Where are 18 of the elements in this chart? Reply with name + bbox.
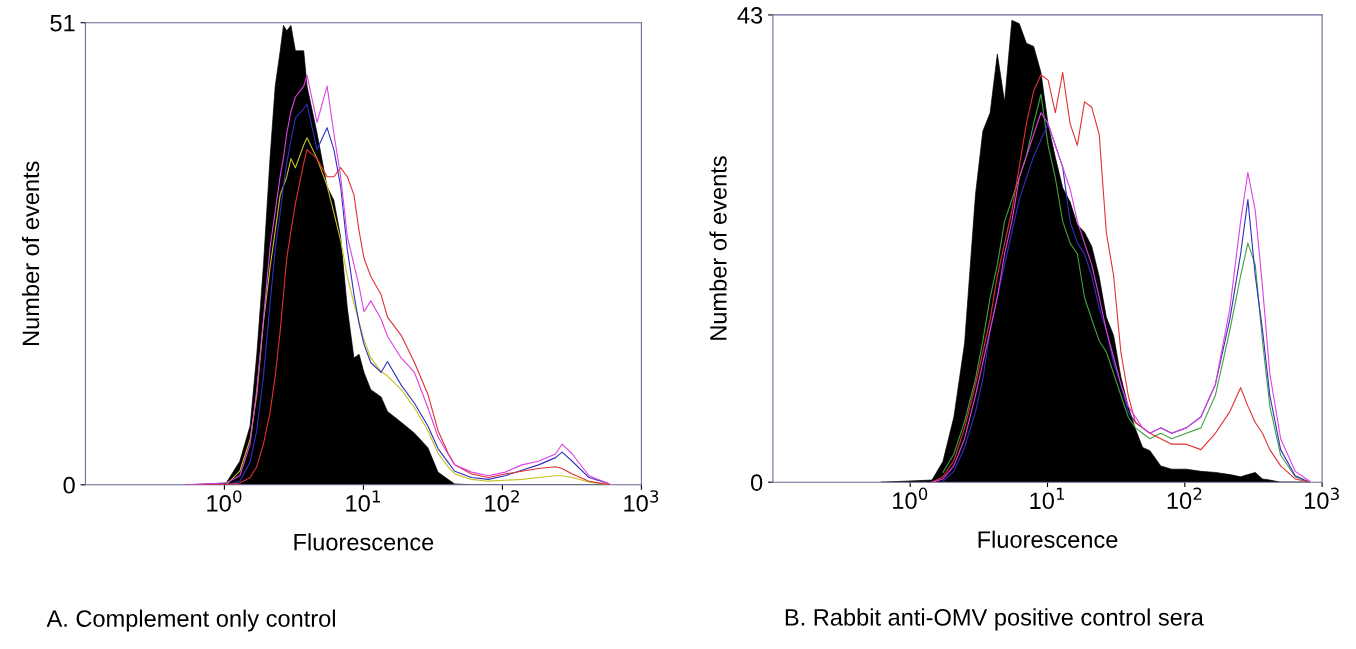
y-tick-label: 51 <box>50 15 75 32</box>
x-tick-label: 10$^{2}$ <box>485 490 519 512</box>
y-tick-label: 0 <box>750 474 763 491</box>
x-tick-label: 10$^{1}$ <box>1030 487 1065 510</box>
text: A. Complement only control <box>46 609 335 632</box>
x-axis-title: Fluorescence <box>978 530 1118 548</box>
y-axis-title: Number of events <box>709 156 727 340</box>
x-tick-label: 10$^{3}$ <box>624 490 659 512</box>
x-tick-label: 10$^{0}$ <box>893 487 928 510</box>
x-tick-label: 10$^{0}$ <box>207 490 242 512</box>
x-axis-title: Fluorescence <box>294 533 434 551</box>
x-tick-label: 10$^{3}$ <box>1305 487 1339 510</box>
x-tick-label: 10$^{1}$ <box>346 490 380 512</box>
x-tick-label: 10$^{2}$ <box>1167 487 1202 510</box>
y-tick-label: 43 <box>737 7 763 24</box>
y-tick-label: 0 <box>63 476 75 494</box>
text: B. Rabbit anti-OMV positive control sera <box>785 608 1204 631</box>
y-axis-title: Number of events <box>21 161 40 345</box>
